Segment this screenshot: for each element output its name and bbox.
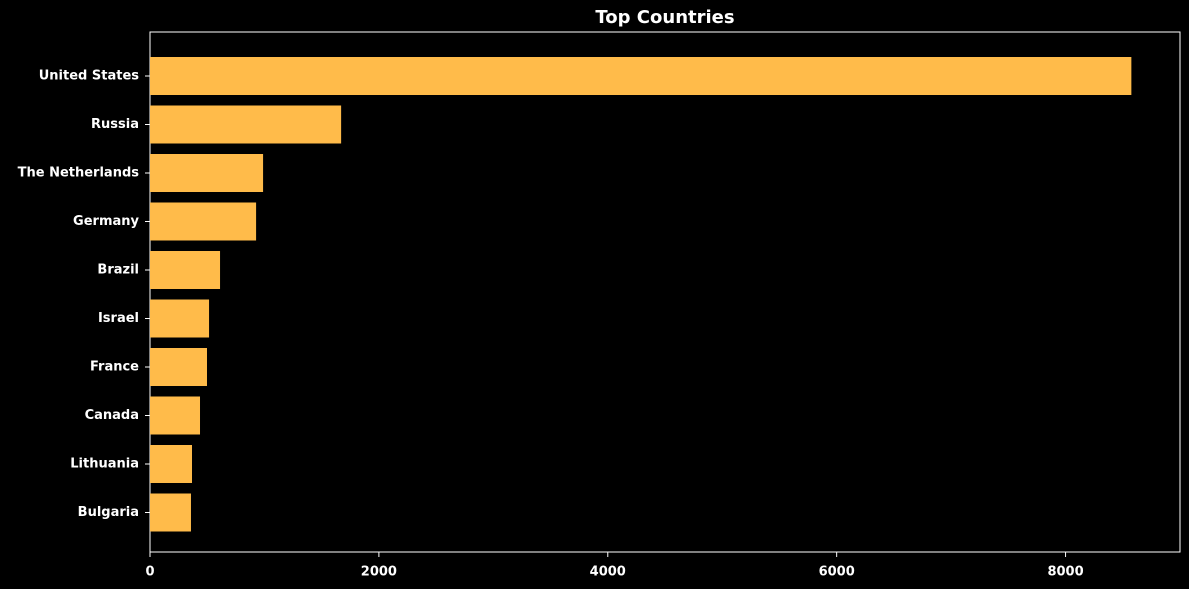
x-tick-label: 4000	[590, 565, 626, 580]
bar	[150, 154, 264, 192]
x-tick-label: 8000	[1047, 565, 1083, 580]
bar	[150, 57, 1132, 95]
y-tick-label: The Netherlands	[18, 166, 140, 181]
bar	[150, 202, 257, 241]
x-tick-label: 6000	[819, 565, 855, 580]
bar	[150, 348, 207, 386]
bar	[150, 299, 210, 338]
y-tick-label: Lithuania	[70, 457, 139, 472]
y-tick-label: Canada	[85, 408, 139, 423]
y-tick-label: United States	[39, 69, 140, 84]
x-tick-label: 0	[145, 565, 154, 580]
x-tick-label: 2000	[361, 565, 397, 580]
bar	[150, 445, 193, 483]
bar	[150, 251, 221, 289]
y-tick-label: Israel	[98, 311, 139, 326]
plot-frame	[149, 31, 1181, 553]
y-tick-label: Brazil	[97, 263, 139, 278]
bar	[150, 493, 191, 532]
y-tick-label: Germany	[73, 214, 139, 229]
bar	[150, 105, 342, 144]
chart-title: Top Countries	[595, 7, 734, 28]
y-tick-label: France	[90, 360, 139, 375]
y-tick-label: Russia	[91, 117, 139, 132]
y-tick-label: Bulgaria	[78, 505, 139, 520]
bar	[150, 396, 201, 435]
